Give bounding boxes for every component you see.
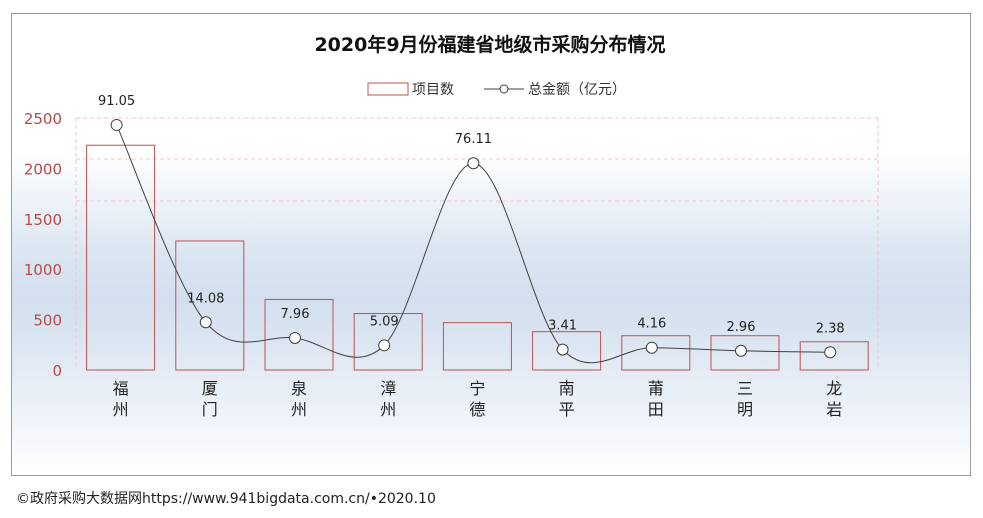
legend: 项目数 总金额（亿元） <box>367 82 626 98</box>
line-point-南平 <box>556 343 569 356</box>
line-point-福州 <box>110 118 123 131</box>
chart-title: 2020年9月份福建省地级市采购分布情况 <box>314 33 665 56</box>
data-label: 2.38 <box>816 321 845 336</box>
data-label: 4.16 <box>637 317 666 332</box>
y-tick-label: 1000 <box>24 261 62 279</box>
bar-三明 <box>710 335 780 371</box>
data-label: 7.96 <box>281 307 310 322</box>
x-tick-label: 三明 <box>737 379 753 419</box>
footer-caption: ©政府采购大数据网https://www.941bigdata.com.cn/•… <box>16 491 436 507</box>
bars-group <box>86 144 869 371</box>
data-label: 3.41 <box>548 319 577 334</box>
data-label: 5.09 <box>370 314 399 329</box>
chart-canvas: 2020年9月份福建省地级市采购分布情况 项目数 总金额（亿元） 0 500 100… <box>24 33 879 419</box>
x-tick-label: 宁德 <box>469 379 485 419</box>
legend-swatch-bars <box>367 82 409 96</box>
line-point-莆田 <box>645 341 658 354</box>
x-tick-label: 莆田 <box>648 379 664 419</box>
y-tick-label: 2500 <box>24 110 62 128</box>
legend-label-line: 总金额（亿元） <box>528 82 626 98</box>
line-point-龙岩 <box>824 346 837 359</box>
gridlines <box>75 117 879 370</box>
y-axis: 0 500 1000 1500 2000 2500 <box>24 110 62 380</box>
legend-label-bars: 项目数 <box>412 82 454 98</box>
bar-龙岩 <box>799 341 869 371</box>
line-point-三明 <box>735 344 747 357</box>
x-tick-label: 福州 <box>113 379 129 419</box>
y-tick-label: 1500 <box>24 211 62 229</box>
data-label: 14.08 <box>187 291 224 306</box>
x-tick-label: 泉州 <box>291 379 307 419</box>
bar-泉州 <box>264 298 334 371</box>
line-series-amount <box>116 124 831 364</box>
line-point-厦门 <box>199 316 212 329</box>
x-tick-label: 厦门 <box>202 379 218 419</box>
legend-marker <box>499 84 509 94</box>
x-tick-label: 漳州 <box>380 379 396 419</box>
line-point-泉州 <box>289 331 301 344</box>
x-tick-label: 龙岩 <box>826 379 842 419</box>
y-tick-label: 0 <box>52 362 62 380</box>
line-group: 91.05 14.08 7.96 5.09 76.11 3.41 4.16 2.96 2.38 <box>98 94 845 364</box>
bar-福州 <box>86 144 156 371</box>
data-label: 91.05 <box>98 94 135 109</box>
bar-南平 <box>532 331 602 371</box>
bar-厦门 <box>175 240 245 371</box>
bar-莆田 <box>621 335 691 371</box>
data-label: 2.96 <box>727 320 756 335</box>
line-point-宁德 <box>467 157 480 170</box>
chart-frame: 2020年9月份福建省地级市采购分布情况 项目数 总金额（亿元） 0 500 100… <box>11 13 971 476</box>
y-tick-label: 500 <box>33 312 62 330</box>
line-point-漳州 <box>378 339 391 352</box>
x-axis: 福州 厦门 泉州 漳州 宁德 南平 莆田 三明 龙岩 <box>113 379 843 419</box>
y-tick-label: 2000 <box>24 160 62 178</box>
bar-漳州 <box>353 313 423 371</box>
x-tick-label: 南平 <box>559 379 575 419</box>
bar-宁德 <box>442 322 512 371</box>
data-label: 76.11 <box>455 132 492 147</box>
